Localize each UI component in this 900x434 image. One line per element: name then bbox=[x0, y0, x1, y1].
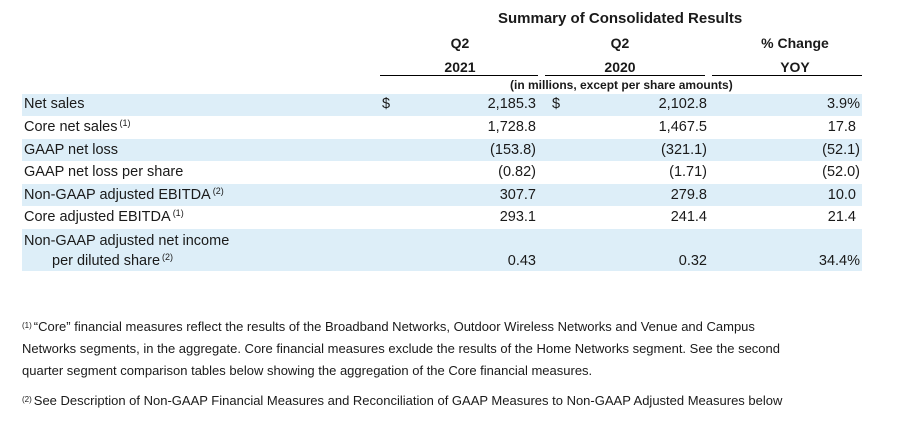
header-rule-col3 bbox=[712, 75, 862, 76]
currency-symbol: $ bbox=[552, 96, 561, 112]
table-title: Summary of Consolidated Results bbox=[498, 10, 743, 27]
value-q2-2021: 2,185.3 bbox=[487, 96, 536, 112]
header-rule-col2 bbox=[545, 75, 705, 76]
row-label: GAAP net loss per share bbox=[24, 164, 184, 180]
col-q2-2020-header-line2: 2020 bbox=[604, 59, 636, 75]
value-q2-2020: 279.8 bbox=[670, 187, 707, 203]
footnote-marker: (1) bbox=[22, 321, 32, 330]
col-q2-2021-header-line1: Q2 bbox=[450, 35, 470, 51]
footnote-text: Networks segments, in the aggregate. Cor… bbox=[22, 341, 780, 356]
value-q2-2020: 1,467.5 bbox=[658, 119, 707, 135]
value-q2-2020: (321.1) bbox=[661, 142, 707, 158]
footnote-ref: (1) bbox=[119, 118, 131, 128]
col-q2-2021-header-line2: 2021 bbox=[444, 59, 476, 75]
value-q2-2020: (1.71) bbox=[669, 164, 707, 180]
footnote-2: (2) See Description of Non-GAAP Financial… bbox=[22, 390, 872, 412]
value-change: 10.0 bbox=[827, 187, 856, 203]
footnote-text: See Description of Non-GAAP Financial Me… bbox=[33, 393, 783, 408]
row-label: Core adjusted EBITDA bbox=[24, 209, 171, 225]
row-label: Non-GAAP adjusted EBITDA bbox=[24, 187, 211, 203]
units-note: (in millions, except per share amounts) bbox=[510, 78, 733, 92]
value-q2-2020: 0.32 bbox=[678, 253, 707, 269]
table-row: Non-GAAP adjusted net income per diluted… bbox=[22, 229, 862, 271]
table-row: GAAP net loss (153.8) (321.1) (52.1) bbox=[22, 139, 862, 161]
currency-symbol: $ bbox=[382, 96, 391, 112]
value-q2-2021: 307.7 bbox=[499, 187, 536, 203]
footnote-ref: (2) bbox=[212, 186, 224, 196]
footnote-ref: (2) bbox=[162, 252, 174, 262]
value-q2-2021: 293.1 bbox=[499, 209, 536, 225]
value-change: (52.1) bbox=[822, 142, 860, 158]
table-row: Non-GAAP adjusted EBITDA (2) 307.7 279.8 … bbox=[22, 184, 862, 206]
col-q2-2020-header-line1: Q2 bbox=[610, 35, 630, 51]
row-label: Net sales bbox=[24, 96, 85, 112]
table-row: GAAP net loss per share (0.82) (1.71) (5… bbox=[22, 161, 862, 184]
table-row: Core net sales (1) 1,728.8 1,467.5 17.8 bbox=[22, 116, 862, 139]
col-change-header-line1: % Change bbox=[761, 35, 829, 51]
header-rule-col1 bbox=[380, 75, 538, 76]
table-row: Core adjusted EBITDA (1) 293.1 241.4 21.4 bbox=[22, 206, 862, 229]
value-change: 3.9% bbox=[826, 96, 860, 112]
row-label: Non-GAAP adjusted net income bbox=[24, 233, 230, 249]
row-label-continuation: per diluted share bbox=[52, 253, 161, 269]
footnote-text: quarter segment comparison tables below … bbox=[22, 363, 593, 378]
value-change: 34.4% bbox=[818, 253, 860, 269]
value-q2-2021: (0.82) bbox=[498, 164, 536, 180]
value-q2-2020: 2,102.8 bbox=[658, 96, 707, 112]
footnote-text: “Core” financial measures reflect the re… bbox=[33, 319, 755, 334]
footnote-1: (1) “Core” financial measures reflect the… bbox=[22, 316, 872, 382]
value-q2-2021: 0.43 bbox=[507, 253, 536, 269]
value-change: 17.8 bbox=[827, 119, 856, 135]
footnote-ref: (1) bbox=[172, 208, 184, 218]
value-q2-2021: 1,728.8 bbox=[487, 119, 536, 135]
col-change-header-line2: YOY bbox=[780, 59, 810, 75]
row-label: GAAP net loss bbox=[24, 142, 119, 158]
value-q2-2020: 241.4 bbox=[670, 209, 707, 225]
value-change: 21.4 bbox=[827, 209, 856, 225]
footnote-marker: (2) bbox=[22, 395, 32, 404]
value-q2-2021: (153.8) bbox=[490, 142, 536, 158]
table-row: Net sales $ 2,185.3 $ 2,102.8 3.9% bbox=[22, 94, 862, 116]
value-change: (52.0) bbox=[822, 164, 860, 180]
row-label: Core net sales bbox=[24, 119, 118, 135]
